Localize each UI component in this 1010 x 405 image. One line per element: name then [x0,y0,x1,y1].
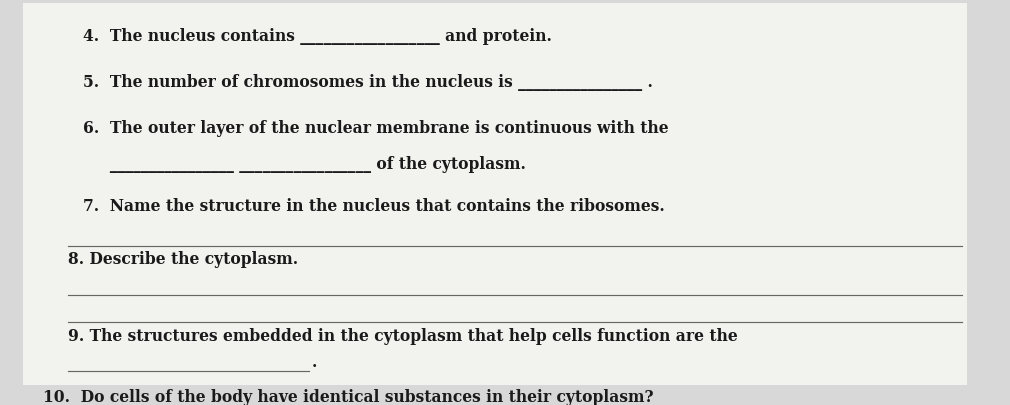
Bar [23,3,967,385]
Text: 7.  Name the structure in the nucleus that contains the ribosomes.: 7. Name the structure in the nucleus tha… [83,198,665,215]
Text: 6.  The outer layer of the nuclear membrane is continuous with the: 6. The outer layer of the nuclear membra… [83,119,669,136]
Text: .: . [312,354,317,371]
Text: 4.  The nucleus contains __________________ and protein.: 4. The nucleus contains ________________… [83,28,552,45]
Text: 9. The structures embedded in the cytoplasm that help cells function are the: 9. The structures embedded in the cytopl… [68,328,738,345]
Text: ________________ _________________ of the cytoplasm.: ________________ _________________ of th… [83,156,526,173]
Text: 5.  The number of chromosomes in the nucleus is ________________ .: 5. The number of chromosomes in the nucl… [83,74,653,91]
Text: 10.  Do cells of the body have identical substances in their cytoplasm?: 10. Do cells of the body have identical … [43,389,653,405]
Text: 8. Describe the cytoplasm.: 8. Describe the cytoplasm. [68,252,298,269]
